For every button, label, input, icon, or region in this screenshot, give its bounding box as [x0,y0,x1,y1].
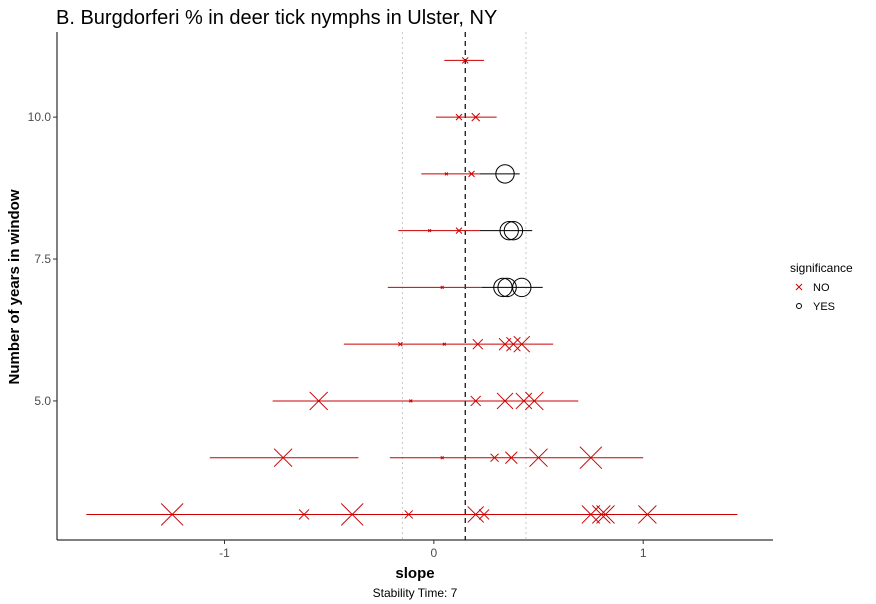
point-no [496,392,514,410]
point-no [472,338,484,350]
point-no [470,395,482,407]
x-tick-label: -1 [219,546,230,560]
point-no [440,285,444,290]
chart-title: B. Burgdorferi % in deer tick nymphs in … [56,7,497,29]
x-tick-label: 1 [640,546,647,560]
plot-panel: -1 0 1 5.0 7.5 10.0 [28,32,773,560]
point-no [579,446,603,470]
point-no [340,503,364,526]
point-no [506,336,521,352]
point-no [468,170,475,178]
point-no [298,509,310,520]
point-no [273,448,293,468]
point-no [467,506,485,523]
chart-caption: Stability Time: 7 [373,586,458,600]
point-no [504,451,518,465]
legend-label-yes: YES [813,301,835,313]
legend-key-no [795,283,803,291]
point-no [529,448,548,468]
point-no [581,505,601,524]
legend-label-no: NO [813,282,830,294]
point-no [440,455,444,460]
point-no [309,391,329,411]
point-yes [497,277,517,298]
y-tick-label: 10.0 [28,110,52,124]
point-no [455,227,463,235]
x-tick-label: 0 [430,546,437,560]
point-no [596,505,615,524]
point-yes [503,220,524,241]
point-no [160,503,184,526]
legend-key-yes [796,303,802,309]
point-no [638,505,657,524]
y-tick-label: 5.0 [34,394,51,408]
y-tick-label: 7.5 [34,252,51,266]
point-yes [495,164,515,184]
y-axis-title: Number of years in window [6,189,23,384]
legend: significance NO YES [790,261,853,313]
point-no [444,172,449,176]
point-no [397,341,403,347]
point-no [442,342,447,346]
point-yes [512,277,532,298]
point-no [427,228,432,233]
point-no [524,391,544,411]
point-no [490,453,499,463]
point-no [478,509,490,520]
point-no [404,510,414,519]
x-axis-title: slope [395,565,434,582]
point-no [471,112,481,122]
point-yes [499,220,519,241]
point-no [455,113,463,121]
point-no [461,57,469,64]
point-no [591,505,611,524]
legend-title: significance [790,261,853,275]
point-no [409,399,413,403]
point-no [513,335,531,353]
